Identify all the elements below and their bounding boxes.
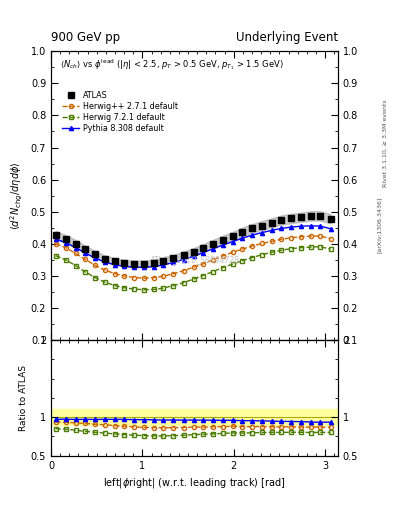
Text: 900 GeV pp: 900 GeV pp: [51, 31, 120, 44]
X-axis label: left$|\phi$right$|$ (w.r.t. leading track) [rad]: left$|\phi$right$|$ (w.r.t. leading trac…: [103, 476, 286, 490]
Legend: ATLAS, Herwig++ 2.7.1 default, Herwig 7.2.1 default, Pythia 8.308 default: ATLAS, Herwig++ 2.7.1 default, Herwig 7.…: [61, 90, 178, 134]
Text: [arXiv:1306.3436]: [arXiv:1306.3436]: [377, 197, 382, 253]
Text: Underlying Event: Underlying Event: [236, 31, 338, 44]
Text: $\langle N_{ch}\rangle$ vs $\phi^{\rm lead}$ ($|\eta|$ < 2.5, $p_T$ > 0.5 GeV, $: $\langle N_{ch}\rangle$ vs $\phi^{\rm le…: [60, 57, 283, 72]
Text: ATLAS_2010_S8894728: ATLAS_2010_S8894728: [149, 254, 240, 264]
Y-axis label: $\langle d^2 N_{\rm chg}/d\eta d\phi\rangle$: $\langle d^2 N_{\rm chg}/d\eta d\phi\ran…: [9, 161, 25, 230]
Y-axis label: Ratio to ATLAS: Ratio to ATLAS: [19, 365, 28, 431]
Text: Rivet 3.1.10, ≥ 3.3M events: Rivet 3.1.10, ≥ 3.3M events: [383, 99, 387, 187]
Bar: [51, 410, 338, 425]
